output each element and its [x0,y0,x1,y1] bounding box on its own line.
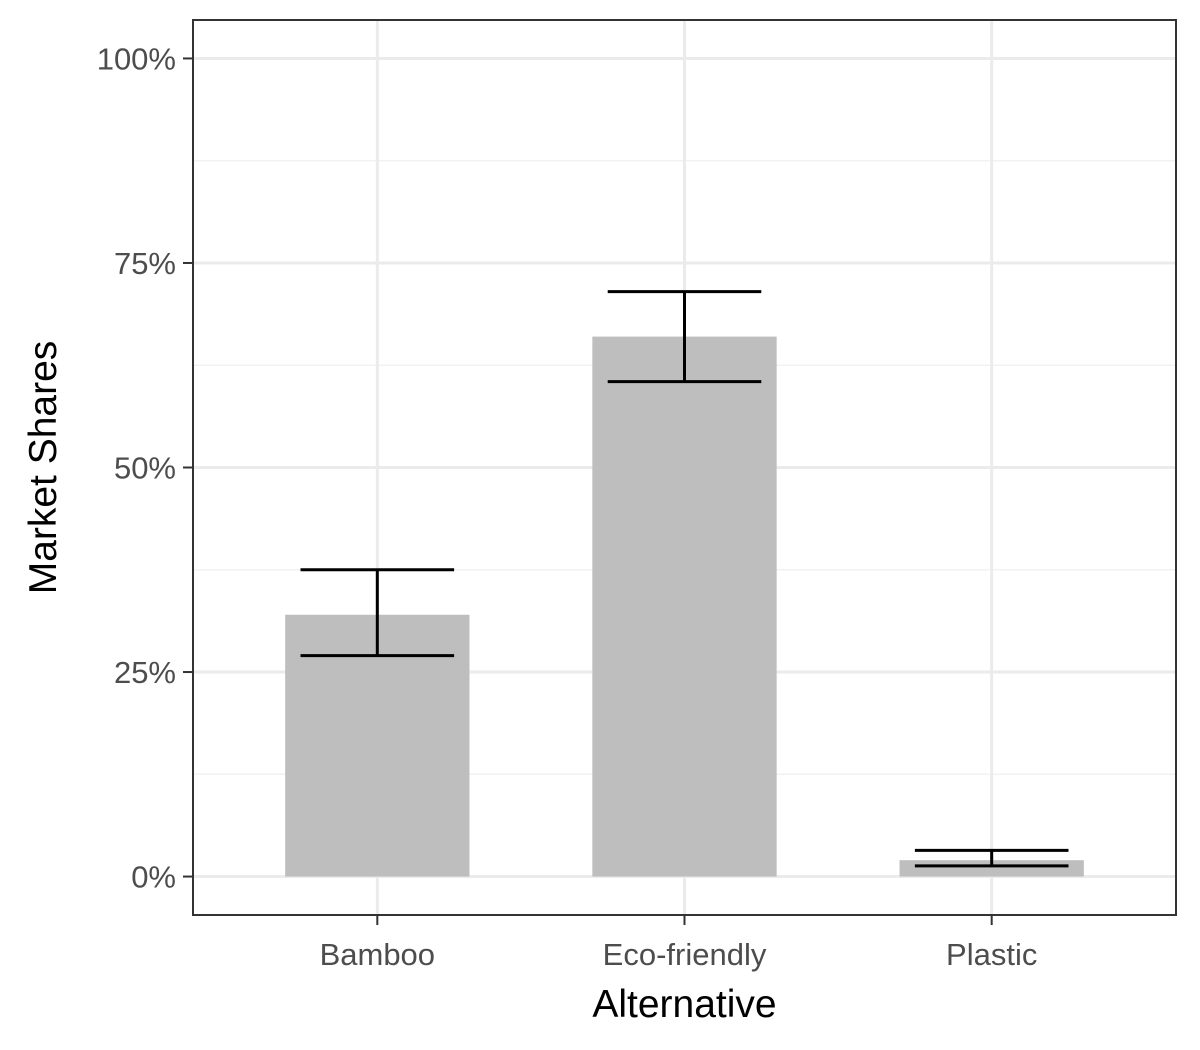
x-axis: Bamboo Eco-friendly Plastic [320,915,1037,972]
x-axis-title: Alternative [592,983,776,1026]
bar-bamboo [285,614,470,877]
error-bar [300,568,455,658]
bar-plastic [899,860,1084,877]
x-tick-label: Eco-friendly [603,937,767,972]
bar-eco-friendly [592,336,777,877]
y-tick-label: 50% [114,451,176,486]
error-bar [914,848,1069,868]
x-tick-label: Bamboo [320,937,435,972]
y-tick-label: 75% [114,246,176,281]
y-axis: 0% 25% 50% 75% 100% [97,41,193,895]
y-tick-label: 100% [97,41,176,76]
bars [285,336,1084,877]
y-tick-label: 0% [131,860,176,895]
y-axis-title: Market Shares [22,341,65,595]
y-tick-label: 25% [114,655,176,690]
x-tick-label: Plastic [946,937,1037,972]
error-bar [607,290,762,384]
error-bars [300,290,1069,868]
